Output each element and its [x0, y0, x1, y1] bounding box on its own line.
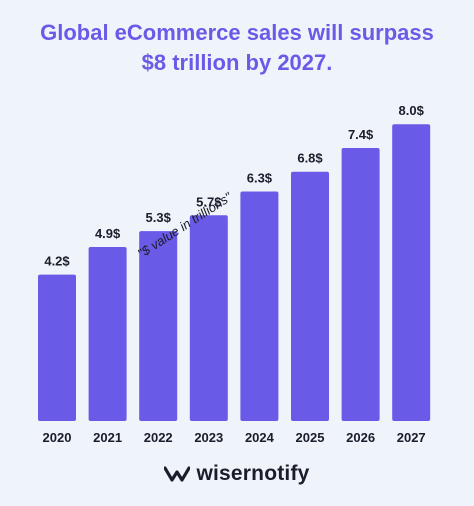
bar-2025	[291, 171, 329, 421]
bar-2020	[38, 274, 76, 421]
wisernotify-logo-icon	[164, 466, 191, 482]
bar-2024	[240, 191, 279, 421]
value-labels-group: 4.2$ 4.9$ 5.3$ 5.7$ 6.3$ 6.8$ 7.4$ 8.0$	[44, 103, 424, 268]
value-label-2026: 7.4$	[348, 127, 374, 142]
x-tick-label-2025: 2025	[296, 430, 325, 445]
value-label-2024: 6.3$	[247, 171, 273, 186]
bar-2023	[189, 215, 228, 421]
chart-title-line-1: Global eCommerce sales will surpass	[40, 20, 434, 45]
bar-2022	[139, 231, 178, 421]
brand-name: wisernotify	[196, 462, 310, 485]
value-label-2027: 8.0$	[399, 103, 425, 118]
value-label-2023: 5.7$	[196, 194, 222, 209]
x-tick-label-2020: 2020	[43, 430, 72, 445]
value-label-2022: 5.3$	[146, 210, 172, 225]
bar-2021	[88, 246, 127, 421]
value-label-2025: 6.8$	[297, 151, 323, 166]
x-tick-label-2024: 2024	[245, 430, 275, 445]
chart-title-line-2: $8 trillion by 2027.	[141, 50, 333, 75]
bars-group	[38, 124, 431, 421]
bar-2026	[341, 147, 380, 421]
x-tick-label-2026: 2026	[346, 430, 375, 445]
value-label-2021: 4.9$	[95, 226, 121, 241]
x-tick-label-2021: 2021	[93, 430, 122, 445]
x-tick-label-2027: 2027	[397, 430, 426, 445]
x-tick-labels-group: 2020 2021 2022 2023 2024 2025 2026 2027	[43, 430, 426, 445]
brand-logo: wisernotify	[0, 462, 474, 486]
chart-title: Global eCommerce sales will surpass $8 t…	[0, 18, 474, 78]
x-tick-label-2023: 2023	[194, 430, 223, 445]
value-label-2020: 4.2$	[44, 254, 70, 269]
x-tick-label-2022: 2022	[144, 430, 173, 445]
bar-2027	[392, 124, 431, 421]
